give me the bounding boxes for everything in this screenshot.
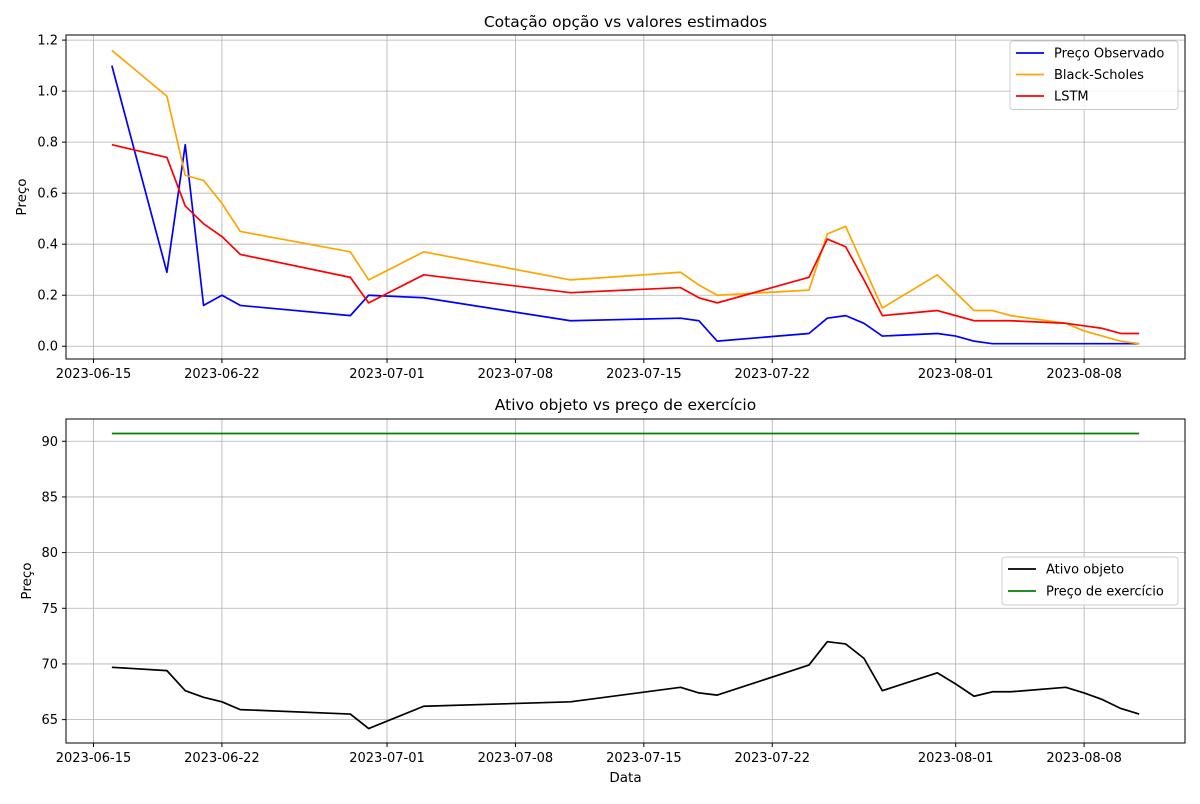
plot-area: [65, 418, 1186, 744]
legend-label-ativo-objeto: Ativo objeto: [1046, 563, 1124, 578]
x-tick-label: 2023-07-01: [349, 367, 425, 382]
underlying-vs-strike-chart: Ativo objeto vs preço de exercício 2023-0…: [19, 396, 1186, 786]
series-line-preco-observado: [111, 65, 1140, 345]
plot-area: [65, 34, 1186, 360]
y-tick-label: 0.0: [37, 340, 58, 355]
y-axis-label: Preço: [14, 178, 30, 215]
legend-box: [1001, 556, 1179, 606]
x-tick-label: 2023-07-08: [478, 751, 554, 766]
x-tick-label: 2023-07-15: [606, 751, 682, 766]
x-tick-label: 2023-06-22: [184, 751, 260, 766]
legend-label-black-scholes: Black-Scholes: [1054, 68, 1144, 83]
x-tick-label: 2023-06-15: [56, 751, 132, 766]
x-tick-label: 2023-08-08: [1046, 751, 1122, 766]
y-tick-label: 1.0: [37, 85, 58, 100]
y-tick-label: 0.2: [37, 289, 58, 304]
x-tick-label: 2023-07-15: [606, 367, 682, 382]
y-tick-label: 85: [41, 490, 58, 505]
legend-box: [1009, 40, 1179, 110]
x-tick-label: 2023-08-01: [918, 367, 994, 382]
legend-label-preco-de-exercicio: Preço de exercício: [1046, 585, 1164, 600]
x-tick-label: 2023-06-15: [56, 367, 132, 382]
x-tick-label: 2023-06-22: [184, 367, 260, 382]
chart-title: Ativo objeto vs preço de exercício: [495, 396, 756, 414]
option-price-chart: Cotação opção vs valores estimados 2023-0…: [14, 13, 1186, 382]
legend-label-lstm: LSTM: [1054, 90, 1089, 105]
y-tick-label: 75: [41, 602, 58, 617]
legend: Preço Observado Black-Scholes LSTM: [1009, 40, 1179, 110]
y-tick-label: 80: [41, 546, 58, 561]
x-tick-label: 2023-07-22: [734, 367, 810, 382]
y-tick-label: 0.4: [37, 238, 58, 253]
y-tick-label: 0.8: [37, 136, 58, 151]
x-tick-label: 2023-07-08: [478, 367, 554, 382]
chart-title: Cotação opção vs valores estimados: [484, 13, 767, 31]
x-tick-label: 2023-07-22: [734, 751, 810, 766]
y-tick-label: 1.2: [37, 34, 58, 49]
y-tick-label: 70: [41, 657, 58, 672]
series-line-lstm: [111, 143, 1140, 335]
x-tick-label: 2023-07-01: [349, 751, 425, 766]
x-axis-label: Data: [609, 770, 641, 786]
x-tick-label: 2023-08-01: [918, 751, 994, 766]
x-tick-label: 2023-08-08: [1046, 367, 1122, 382]
y-tick-label: 65: [41, 713, 58, 728]
y-axis-label: Preço: [19, 562, 35, 599]
legend: Ativo objeto Preço de exercício: [1001, 556, 1179, 606]
series-line-ativo-objeto: [111, 640, 1140, 730]
legend-label-preco-observado: Preço Observado: [1054, 47, 1164, 62]
y-tick-label: 90: [41, 435, 58, 450]
series-line-black-scholes: [111, 49, 1140, 345]
y-tick-label: 0.6: [37, 187, 58, 202]
